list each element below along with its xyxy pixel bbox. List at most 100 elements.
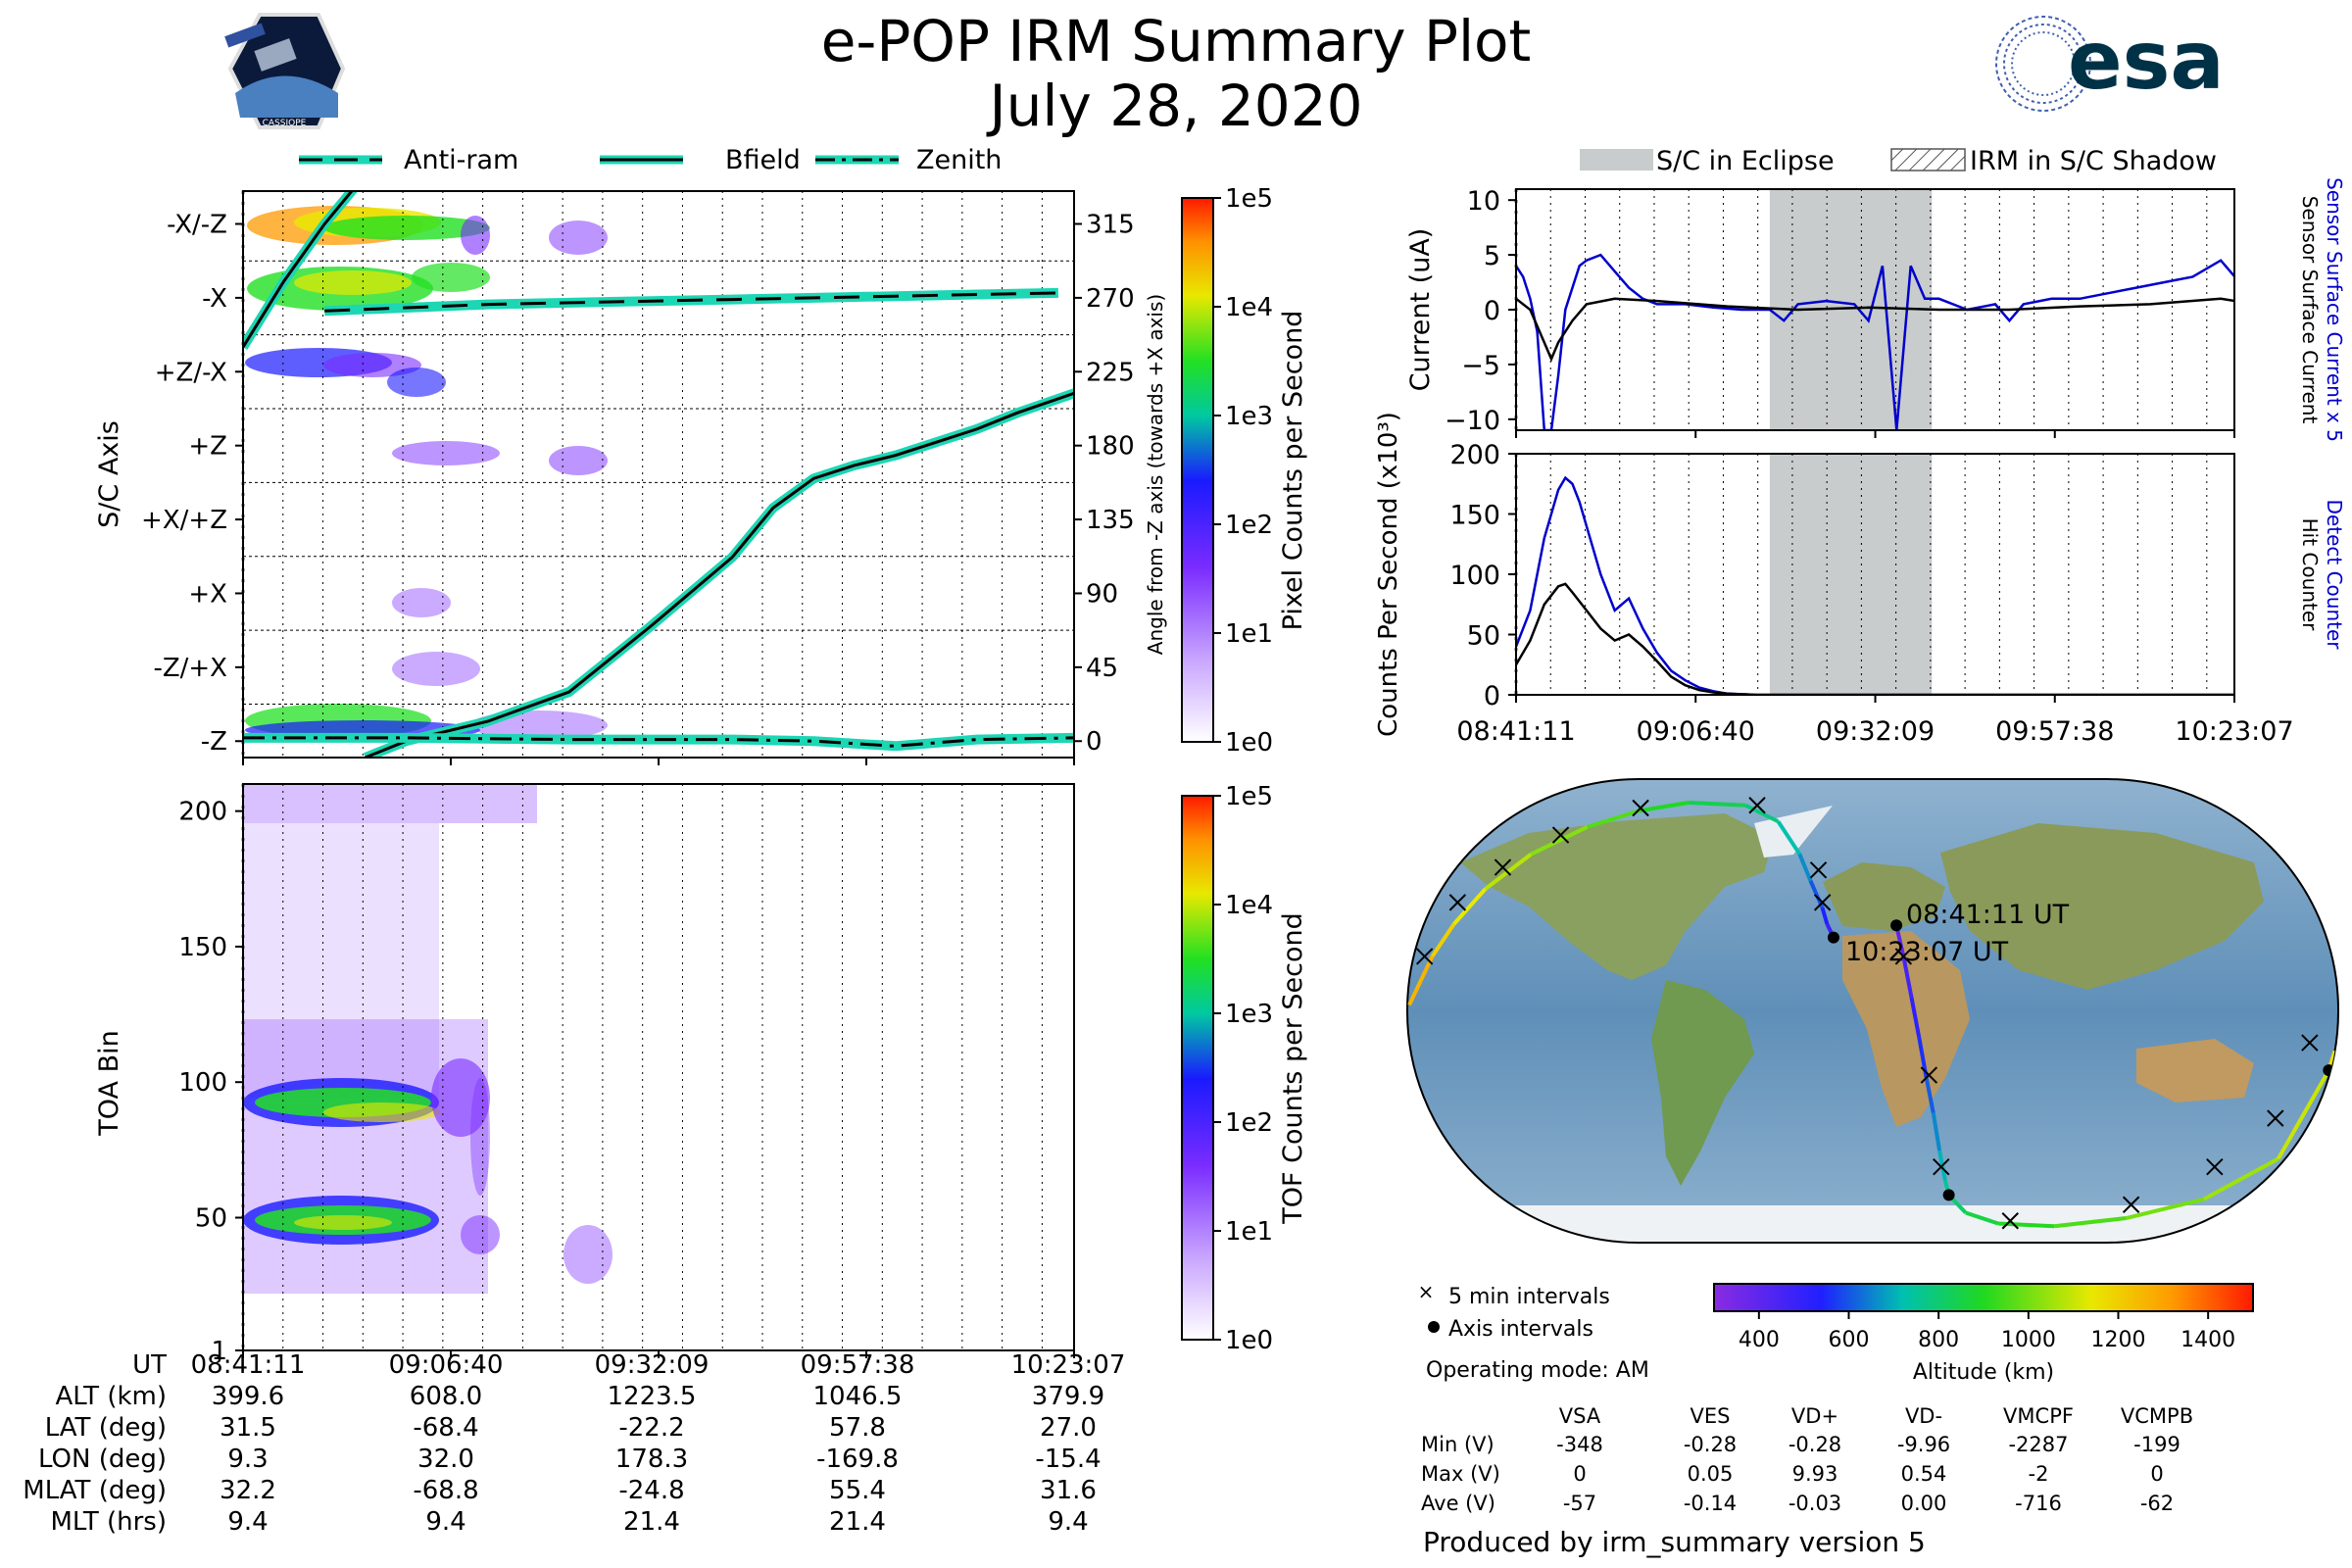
voltage-cell: 0.00 bbox=[1900, 1492, 1947, 1515]
five-min-marker bbox=[2122, 1196, 2140, 1213]
legend-right: S/C in Eclipse IRM in S/C Shadow bbox=[1580, 146, 2217, 176]
orbit-cell: 32.2 bbox=[220, 1476, 276, 1505]
orbit-track-segment bbox=[1797, 853, 1813, 882]
colorbar-tick-label: 1e0 bbox=[1225, 728, 1273, 758]
heat-cell bbox=[294, 1215, 392, 1230]
sc-axis-category-label: -Z bbox=[201, 727, 227, 757]
angle-tick-label: 135 bbox=[1086, 506, 1135, 535]
voltage-col-header: VD+ bbox=[1790, 1404, 1839, 1428]
five-min-marker bbox=[1748, 797, 1766, 814]
orbit-cell: 399.6 bbox=[211, 1382, 285, 1411]
heat-cell bbox=[323, 1102, 441, 1122]
counts-time-tick-label: 09:57:38 bbox=[1995, 716, 2114, 747]
colorbar-tick-label: 1e3 bbox=[1225, 402, 1273, 431]
current-series-line bbox=[1516, 297, 2234, 363]
orbit-track-segment bbox=[1430, 922, 1456, 958]
legend-five-min: 5 min intervals bbox=[1448, 1285, 1610, 1309]
legend-shadow-label: IRM in S/C Shadow bbox=[1970, 146, 2217, 176]
altitude-tick-label: 400 bbox=[1739, 1328, 1780, 1352]
orbit-cell: 08:41:11 bbox=[190, 1350, 306, 1380]
sc-axis-category-label: +X bbox=[188, 579, 227, 609]
orbit-track-segment bbox=[1901, 956, 1914, 998]
axis-interval-marker bbox=[1890, 919, 1903, 932]
counts-time-tick-label: 09:06:40 bbox=[1637, 716, 1755, 747]
heat-cell bbox=[470, 1078, 490, 1196]
voltage-cell: 0 bbox=[1573, 1462, 1587, 1486]
voltage-cell: 0 bbox=[2150, 1462, 2164, 1486]
altitude-label: Altitude (km) bbox=[1913, 1360, 2054, 1385]
orbit-track-segment bbox=[1909, 996, 1922, 1038]
five-min-marker bbox=[1920, 1066, 1938, 1084]
legend-antiram-label: Anti-ram bbox=[404, 145, 518, 175]
orbit-cell: 57.8 bbox=[829, 1413, 886, 1443]
colorbar-tick-label: 1e1 bbox=[1225, 619, 1273, 649]
voltage-cell: -199 bbox=[2133, 1433, 2180, 1456]
heat-cell bbox=[392, 441, 500, 466]
orbit-track-segment bbox=[2053, 1216, 2127, 1229]
colorbar-tick-label: 1e5 bbox=[1225, 184, 1273, 214]
orbit-row-label: LAT (deg) bbox=[44, 1413, 167, 1443]
heat-cell bbox=[392, 588, 451, 617]
current-tick-label: 0 bbox=[1484, 296, 1500, 326]
voltage-cell: -348 bbox=[1556, 1433, 1603, 1456]
counts-time-tick-label: 10:23:07 bbox=[2175, 716, 2293, 747]
eclipse-band-counts bbox=[1769, 454, 1933, 695]
angle-tick-label: 270 bbox=[1086, 284, 1135, 314]
five-min-marker bbox=[1632, 799, 1649, 817]
current-tick-label: −10 bbox=[1445, 406, 1500, 436]
orbit-cell: 9.4 bbox=[227, 1507, 269, 1537]
legend-eclipse-label: S/C in Eclipse bbox=[1656, 146, 1835, 176]
axis-interval-marker bbox=[1451, 848, 1464, 860]
heat-cell bbox=[294, 270, 412, 295]
orbit-track-segment bbox=[1587, 808, 1641, 829]
heat-cell bbox=[549, 446, 608, 475]
heat-cell bbox=[323, 216, 490, 240]
voltage-row-label: Max (V) bbox=[1421, 1462, 1500, 1486]
toa-heatmap bbox=[243, 784, 612, 1294]
orbit-cell: 9.3 bbox=[227, 1445, 269, 1474]
cassiope-logo-text: CASSIOPE bbox=[263, 119, 307, 128]
orbit-cell: 9.4 bbox=[425, 1507, 466, 1537]
current-right-label-black: Sensor Surface Current bbox=[2298, 196, 2322, 424]
voltage-col-header: VD- bbox=[1904, 1404, 1943, 1428]
counts-right-label-black: Hit Counter bbox=[2298, 518, 2322, 631]
current-right-label-blue: Sensor Surface Current x 5 bbox=[2323, 177, 2346, 442]
heat-cell bbox=[392, 652, 480, 686]
sc-axis-category-label: +X/+Z bbox=[141, 506, 227, 535]
altitude-tick-label: 800 bbox=[1918, 1328, 1959, 1352]
voltage-row-label: Min (V) bbox=[1421, 1433, 1494, 1456]
colorbar-pixel-label: Pixel Counts per Second bbox=[1278, 311, 1308, 631]
five-min-marker bbox=[1551, 826, 1570, 844]
orbit-end-label: 10:23:07 UT bbox=[1845, 937, 2009, 967]
heat-cell bbox=[243, 784, 537, 823]
heat-cell bbox=[461, 1215, 500, 1254]
orbit-cell: 178.3 bbox=[614, 1445, 689, 1474]
counts-series-line bbox=[1516, 582, 2234, 695]
counts-tick-label: 100 bbox=[1449, 561, 1500, 591]
orbit-cell: -24.8 bbox=[618, 1476, 685, 1505]
orbit-cell: 31.5 bbox=[220, 1413, 276, 1443]
counts-tick-label: 0 bbox=[1484, 681, 1500, 711]
voltage-col-header: VCMPB bbox=[2120, 1404, 2194, 1428]
voltage-cell: -0.28 bbox=[1788, 1433, 1842, 1456]
sc-axis-category-label: -X/-Z bbox=[167, 211, 227, 240]
orbit-cell: 379.9 bbox=[1031, 1382, 1105, 1411]
series-line-zenith bbox=[243, 736, 1074, 748]
altitude-tick-label: 1200 bbox=[2091, 1328, 2146, 1352]
orbit-row-label: UT bbox=[132, 1350, 167, 1380]
counts-tick-label: 200 bbox=[1449, 440, 1500, 470]
heat-cell bbox=[243, 1019, 488, 1294]
series-line-bfield bbox=[365, 391, 1074, 758]
orbit-row-label: MLAT (deg) bbox=[23, 1476, 167, 1505]
orbit-track-segment bbox=[2276, 1069, 2331, 1160]
plot-date: July 28, 2020 bbox=[989, 73, 1363, 139]
toa-tick-label: 100 bbox=[178, 1068, 227, 1098]
altitude-colorbar: 400 600 800 1000 1200 1400 Altitude (km) bbox=[1713, 1283, 2254, 1385]
voltage-col-header: VMCPF bbox=[2003, 1404, 2074, 1428]
five-min-marker bbox=[1448, 894, 1467, 911]
series-line-anti-ram bbox=[324, 291, 1058, 313]
page-title: e-POP IRM Summary Plot bbox=[820, 8, 1532, 74]
voltage-cell: -57 bbox=[1562, 1492, 1597, 1515]
current-tick-label: −5 bbox=[1461, 351, 1500, 381]
orbit-cell: 09:06:40 bbox=[388, 1350, 504, 1380]
